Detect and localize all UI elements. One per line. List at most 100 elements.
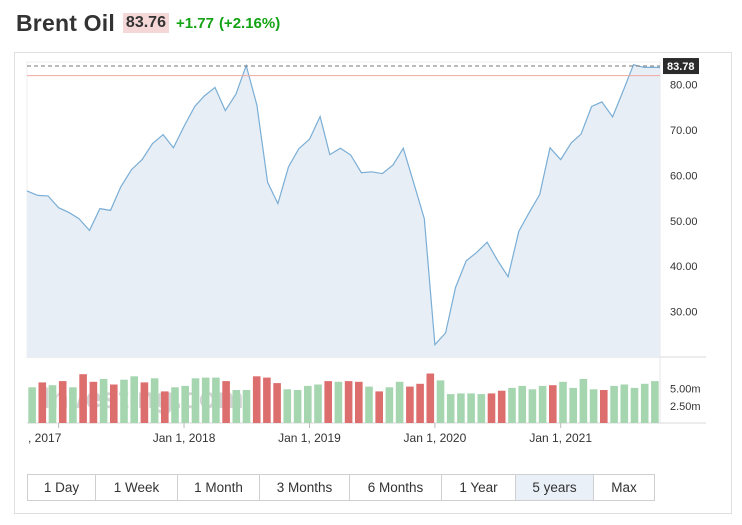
price-area-fill <box>27 64 660 357</box>
instrument-header: Brent Oil 83.76 +1.77 (+2.16%) <box>16 8 280 38</box>
volume-bar <box>69 387 77 424</box>
volume-bar <box>549 385 557 423</box>
volume-bar <box>28 387 36 424</box>
volume-bar <box>181 385 189 423</box>
volume-bar <box>457 393 465 423</box>
volume-bar <box>263 377 271 423</box>
volume-axis: 5.00m 2.50m <box>670 384 701 413</box>
volume-bar <box>426 373 435 423</box>
volume-bar <box>171 387 179 424</box>
date-axis: , 2017 Jan 1, 2018 Jan 1, 2019 Jan 1, 2020 J… <box>28 431 592 445</box>
volume-bar <box>150 378 159 423</box>
period-button-1-day[interactable]: 1 Day <box>28 475 96 500</box>
volume-bar <box>477 394 486 423</box>
volume-bar <box>222 381 230 423</box>
price-series-line <box>26 63 661 347</box>
volume-bar <box>497 390 506 423</box>
volume-bar <box>201 377 210 423</box>
volume-bar <box>579 379 588 423</box>
price-area <box>26 63 661 357</box>
volume-bar <box>589 389 598 423</box>
volume-bar <box>395 381 404 424</box>
volume-bar <box>610 385 618 423</box>
period-button-1-month[interactable]: 1 Month <box>178 475 260 500</box>
period-button-5-years[interactable]: 5 years <box>516 475 594 500</box>
volume-bar <box>48 385 57 423</box>
volume-bar <box>446 394 455 423</box>
volume-bar <box>58 381 67 423</box>
volume-bar <box>252 376 261 424</box>
volume-tick-label: 2.50m <box>670 401 701 413</box>
volume-bar <box>406 386 414 423</box>
period-button-max[interactable]: Max <box>594 475 654 500</box>
volume-bar <box>518 385 526 423</box>
instrument-title: Brent Oil <box>16 9 115 36</box>
y-tick-label: 50.00 <box>670 216 698 228</box>
volume-bar <box>79 374 87 423</box>
x-tick-label: Jan 1, 2021 <box>529 431 592 445</box>
volume-bar <box>487 393 496 423</box>
x-tick-label: Jan 1, 2019 <box>278 431 341 445</box>
volume-bar <box>293 390 302 423</box>
volume-tick-label: 5.00m <box>670 384 701 396</box>
volume-bar <box>334 381 343 424</box>
volume-bar <box>620 384 629 423</box>
volume-bar <box>212 377 220 423</box>
x-tick-label: , 2017 <box>28 431 62 445</box>
current-price-badge: 83.78 <box>663 58 699 75</box>
volume-bar <box>120 379 128 423</box>
last-price: 83.76 <box>122 13 169 33</box>
volume-bar <box>99 379 108 423</box>
volume-bar <box>375 391 383 423</box>
y-tick-label: 60.00 <box>670 170 698 182</box>
volume-bar <box>651 381 659 423</box>
volume-bar <box>569 387 577 423</box>
volume-bar <box>89 381 98 424</box>
volume-bar <box>436 380 445 423</box>
period-button-1-year[interactable]: 1 Year <box>442 475 516 500</box>
volume-bar <box>38 382 47 423</box>
volume-bar <box>416 383 424 423</box>
y-tick-label: 30.00 <box>670 307 698 319</box>
volume-bar <box>110 384 118 423</box>
price-change: +1.77 <box>175 14 214 32</box>
y-tick-label: 40.00 <box>670 261 698 273</box>
volume-bar <box>355 381 363 424</box>
volume-bar <box>344 381 353 423</box>
volume-bar <box>630 387 639 423</box>
y-tick-label: 70.00 <box>670 125 698 137</box>
volume-bar <box>140 382 149 423</box>
volume-bar <box>640 383 649 423</box>
volume-bar <box>467 393 475 423</box>
volume-bar <box>232 390 241 423</box>
volume-bar <box>538 385 547 423</box>
reference-lines <box>27 65 660 77</box>
volume-bar <box>559 381 567 424</box>
volume-bar <box>130 376 138 424</box>
current-price-badge-bg <box>663 58 699 75</box>
volume-bar <box>600 390 608 423</box>
period-button-1-week[interactable]: 1 Week <box>96 475 178 500</box>
volume-bar <box>508 387 516 423</box>
y-tick-label: 80.00 <box>670 80 698 92</box>
volume-bar <box>273 383 281 423</box>
period-button-6-months[interactable]: 6 Months <box>350 475 442 500</box>
price-axis: 30.00 40.00 50.00 60.00 70.00 80.00 <box>670 80 698 319</box>
volume-bar <box>161 391 169 423</box>
volume-bar <box>314 384 322 423</box>
volume-bars <box>28 373 659 424</box>
volume-bar <box>324 381 332 423</box>
volume-bar <box>528 389 537 423</box>
volume-bar <box>385 387 394 424</box>
current-price-label: 83.78 <box>667 61 695 73</box>
volume-bar <box>191 378 200 423</box>
volume-bar <box>242 390 251 423</box>
price-change-percent: (+2.16%) <box>218 14 281 32</box>
period-button-3-months[interactable]: 3 Months <box>260 475 350 500</box>
volume-bar <box>283 389 292 423</box>
volume-bar <box>365 386 373 423</box>
volume-bar <box>304 385 312 423</box>
x-tick-label: Jan 1, 2018 <box>153 431 216 445</box>
period-selector: 1 Day 1 Week 1 Month 3 Months 6 Months 1 Year… <box>27 474 655 501</box>
